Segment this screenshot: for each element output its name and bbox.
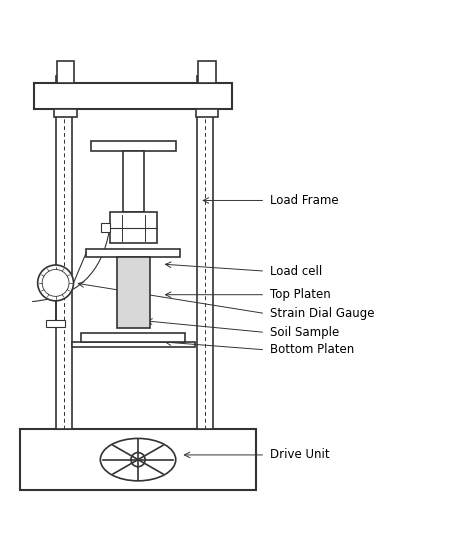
Bar xyxy=(46,319,65,327)
Circle shape xyxy=(131,452,145,467)
Bar xyxy=(196,108,218,117)
Text: Drive Unit: Drive Unit xyxy=(270,449,329,462)
Bar xyxy=(82,333,185,342)
Bar xyxy=(54,108,77,117)
Bar xyxy=(123,151,144,212)
Bar xyxy=(198,61,216,83)
Bar xyxy=(56,61,74,83)
Bar xyxy=(35,83,232,108)
Bar xyxy=(101,223,110,232)
Bar xyxy=(197,75,213,429)
Text: Strain Dial Gauge: Strain Dial Gauge xyxy=(270,307,374,320)
Bar xyxy=(110,212,157,243)
Text: Load Frame: Load Frame xyxy=(270,194,338,207)
Circle shape xyxy=(37,265,73,301)
Bar xyxy=(117,257,150,328)
Bar xyxy=(91,141,176,151)
Text: Soil Sample: Soil Sample xyxy=(270,326,339,339)
Bar xyxy=(20,429,256,490)
Bar xyxy=(86,248,181,257)
Text: Load cell: Load cell xyxy=(270,265,322,278)
Text: Bottom Platen: Bottom Platen xyxy=(270,344,354,356)
Ellipse shape xyxy=(100,439,176,481)
Bar xyxy=(55,75,72,429)
Bar xyxy=(72,342,195,347)
Text: Top Platen: Top Platen xyxy=(270,288,331,301)
Circle shape xyxy=(42,270,69,296)
